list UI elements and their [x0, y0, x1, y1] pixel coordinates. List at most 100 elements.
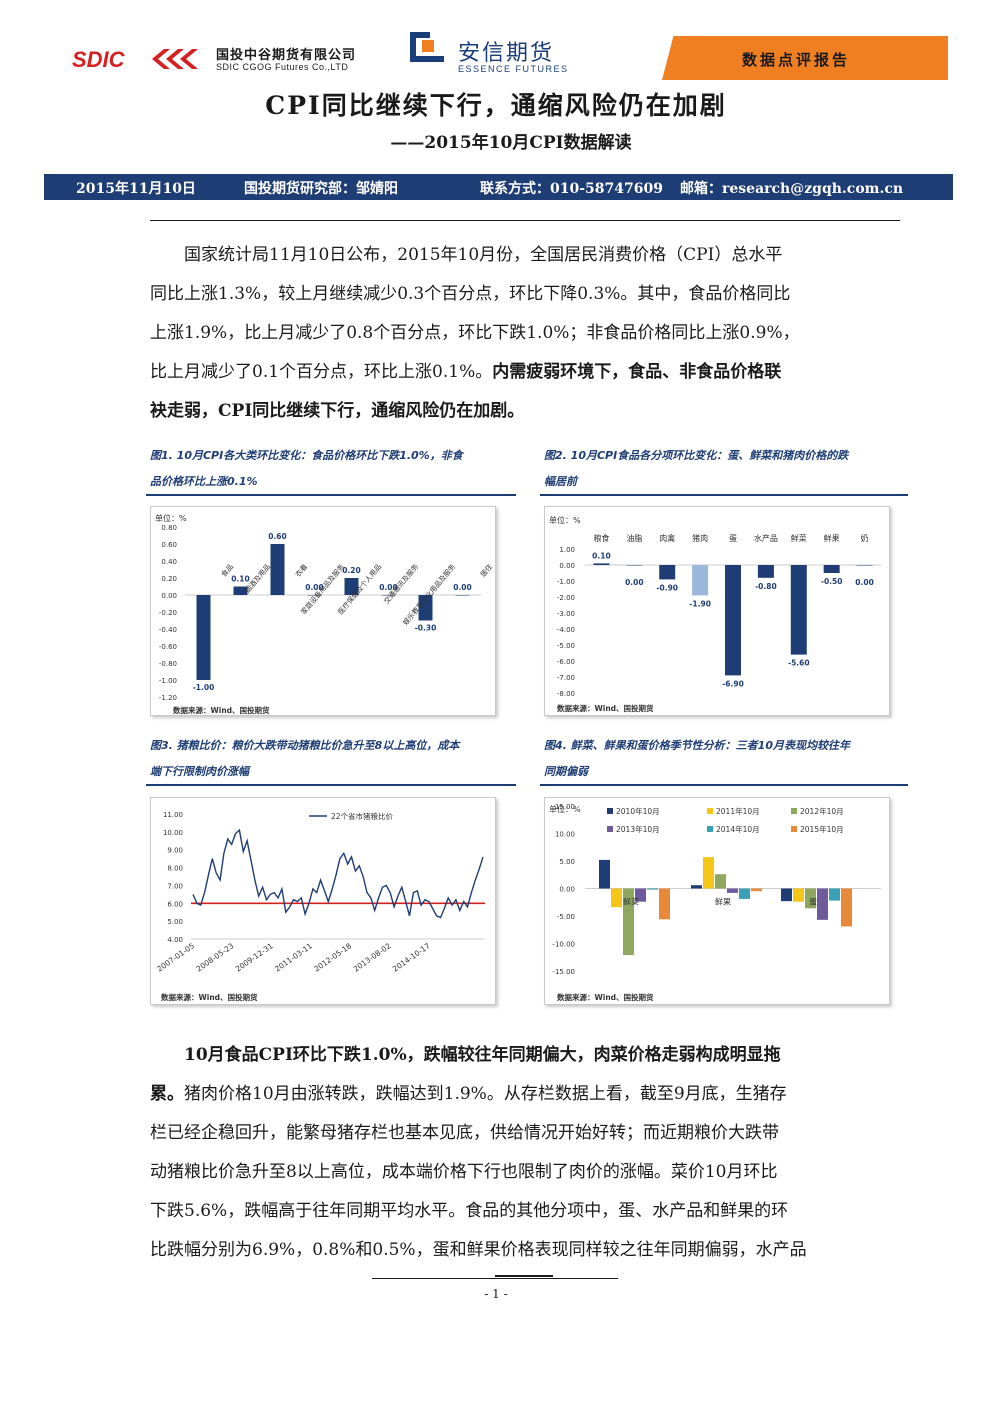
chart-3: 11.00 10.00 9.00 8.00 7.00 6.00 5.00 4.00 22个省市猪…: [150, 797, 496, 1005]
y-tick-label: -1.00: [159, 677, 177, 685]
paragraph-emphasis: 内需疲弱环境下，食品、非食品价格联: [492, 362, 782, 382]
report-title: CPI同比继续下行，通缩风险仍在加剧: [265, 91, 727, 120]
bar: [623, 888, 634, 956]
y-tick-label: -5.00: [557, 913, 575, 921]
data-label: 0.00: [855, 578, 874, 587]
paragraph-emphasis: 10月食品CPI环比下跌1.0%，跌幅较往年同期偏大，肉菜价格走弱构成明显拖: [184, 1045, 781, 1065]
y-tick-label: 8.00: [167, 865, 183, 873]
legend-swatch: [707, 826, 713, 832]
caption-line: 同期偏弱: [544, 765, 588, 778]
x-tick-label: 2008-05-23: [195, 941, 236, 974]
y-tick-label: -2.00: [557, 594, 575, 602]
paragraph-emphasis: 累。: [150, 1084, 184, 1104]
paragraph-line: 下跌5.6%，跌幅高于往年同期平均水平。食品的其他分项中，蛋、水产品和鲜果的环: [150, 1201, 789, 1221]
page-number: - 1 -: [484, 1287, 508, 1301]
legend-label: 2013年10月: [616, 824, 660, 834]
caption-line: 图2. 10月CPI食品各分项环比变化：蛋、鲜菜和猪肉价格的跌: [544, 449, 849, 462]
report-header: SDIC 国投中谷期货有限公司 SDIC CGOG Futures Co.,LT…: [0, 0, 992, 90]
paragraph-emphasis: 袂走弱，CPI同比继续下行，通缩风险仍在加剧。: [150, 401, 525, 421]
y-tick-label: -5.00: [557, 642, 575, 650]
bar: [817, 888, 828, 920]
y-tick-label: 5.00: [167, 918, 183, 926]
bar: [647, 888, 658, 890]
bar: [823, 565, 840, 573]
data-label: -5.60: [788, 659, 810, 668]
legend-swatch: [791, 826, 797, 832]
bar: [611, 888, 622, 908]
footer-rule: [372, 1278, 618, 1279]
legend-label: 2010年10月: [616, 806, 660, 816]
data-label: 0.10: [592, 551, 611, 560]
y-tick-label: 4.00: [167, 936, 183, 944]
category-label: 肉禽: [659, 533, 675, 543]
chart-source: 数据来源：Wind、国投期货: [557, 992, 654, 1002]
bar: [727, 888, 738, 893]
caption-line: 图1. 10月CPI各大类环比变化：食品价格环比下跌1.0%，非食: [150, 449, 463, 462]
y-tick-label: -4.00: [557, 626, 575, 634]
data-label: 0.10: [231, 575, 250, 584]
bar: [659, 565, 676, 580]
data-label: 0.60: [268, 532, 287, 541]
caption-line: 品价格环比上涨0.1%: [150, 475, 258, 488]
chart-4-svg: 单位：%15.00 10.00 5.00 0.00 -5.00 -10.00 -15.00 2…: [549, 803, 881, 1002]
chart-1-unit-label: 单位：%: [155, 513, 187, 523]
sdic-logo: SDIC: [72, 47, 198, 72]
report-contact: 联系方式：010-58747609: [480, 181, 663, 197]
figure-2-caption: 图2. 10月CPI食品各分项环比变化：蛋、鲜菜和猪肉价格的跌 幅居前: [544, 443, 908, 495]
y-tick-label: -0.40: [159, 626, 177, 634]
category-label: 蛋: [729, 534, 737, 543]
caption-line: 幅居前: [544, 475, 577, 488]
essence-company-name-en: ESSENCE FUTURES: [458, 64, 569, 74]
report-email: 邮箱：research@zgqh.com.cn: [680, 181, 904, 197]
bar: [344, 578, 359, 595]
legend-label: 22个省市猪粮比价: [331, 811, 394, 821]
y-tick-label: 0.00: [559, 562, 575, 570]
data-label: -0.30: [415, 624, 437, 633]
chart-1-svg: 单位：%0.80 0.60 0.40 0.20 0.00 -0.20 -0.40 -0.60 -…: [155, 513, 494, 715]
y-tick-label: -15.00: [552, 968, 575, 976]
category-label: 鲜菜: [623, 897, 639, 907]
data-label: 0.20: [342, 566, 361, 575]
x-tick-label: 2007-01-05: [155, 941, 196, 974]
legend-label: 2012年10月: [800, 806, 844, 816]
chart-source: 数据来源：Wind、国投期货: [173, 705, 270, 715]
category-label: 粮食: [593, 533, 609, 543]
caption-rule: [540, 784, 908, 786]
bar: [599, 859, 610, 889]
chart-4: 单位：% 15.00 10.00 5.00 0.00 -5.00 -10.00 -15.00 2…: [544, 797, 890, 1005]
y-tick-label: 10.00: [163, 829, 183, 837]
divider: [150, 220, 900, 221]
category-label: 奶: [861, 533, 869, 543]
paragraph-text: 猪肉价格10月由涨转跌，跌幅达到1.9%。从存栏数据上看，截至9月底，生猪存: [184, 1084, 787, 1104]
y-tick-label: 0.40: [161, 558, 177, 566]
category-label: 油脂: [626, 533, 642, 543]
data-label: 0.00: [453, 583, 472, 592]
data-label: -1.90: [689, 599, 711, 608]
paragraph-line: 上涨1.9%，比上月减少了0.8个百分点，环比下跌1.0%；非食品价格同比上涨0…: [150, 323, 800, 343]
y-tick-label: 0.80: [161, 524, 177, 532]
caption-line: 图3. 猪粮比价：粮价大跌带动猪粮比价急升至8以上高位，成本: [150, 739, 460, 752]
series-line: [192, 828, 484, 919]
caption-rule: [146, 494, 516, 496]
bar: [856, 565, 873, 566]
paragraph-2: 10月食品CPI环比下跌1.0%，跌幅较往年同期偏大，肉菜价格走弱构成明显拖 累…: [150, 1036, 898, 1270]
y-tick-label: 10.00: [555, 831, 575, 839]
legend-swatch: [707, 808, 713, 814]
y-tick-label: 0.20: [161, 575, 177, 583]
legend-label: 2014年10月: [716, 824, 760, 834]
chart-4-unit-label: 单位：%: [549, 804, 581, 814]
bar: [455, 595, 470, 596]
y-tick-label: 0.60: [161, 541, 177, 549]
y-tick-label: -1.00: [557, 578, 575, 586]
data-label: -0.90: [656, 583, 678, 592]
legend-label: 2015年10月: [800, 824, 844, 834]
category-label: 鲜果: [715, 897, 731, 907]
y-tick-label: 0.00: [161, 592, 177, 600]
chart-2: 单位：% 1.00 0.00 -1.00 -2.00 -3.00 -4.00 -5.00 -6.…: [544, 506, 890, 716]
figure-3-caption: 图3. 猪粮比价：粮价大跌带动猪粮比价急升至8以上高位，成本 端下行限制肉价涨幅: [150, 733, 518, 785]
bar: [692, 565, 709, 596]
y-tick-label: 0.00: [559, 886, 575, 894]
data-label: -0.80: [755, 582, 777, 591]
report-date: 2015年11月10日: [76, 181, 196, 197]
category-label: 居住: [478, 562, 494, 579]
